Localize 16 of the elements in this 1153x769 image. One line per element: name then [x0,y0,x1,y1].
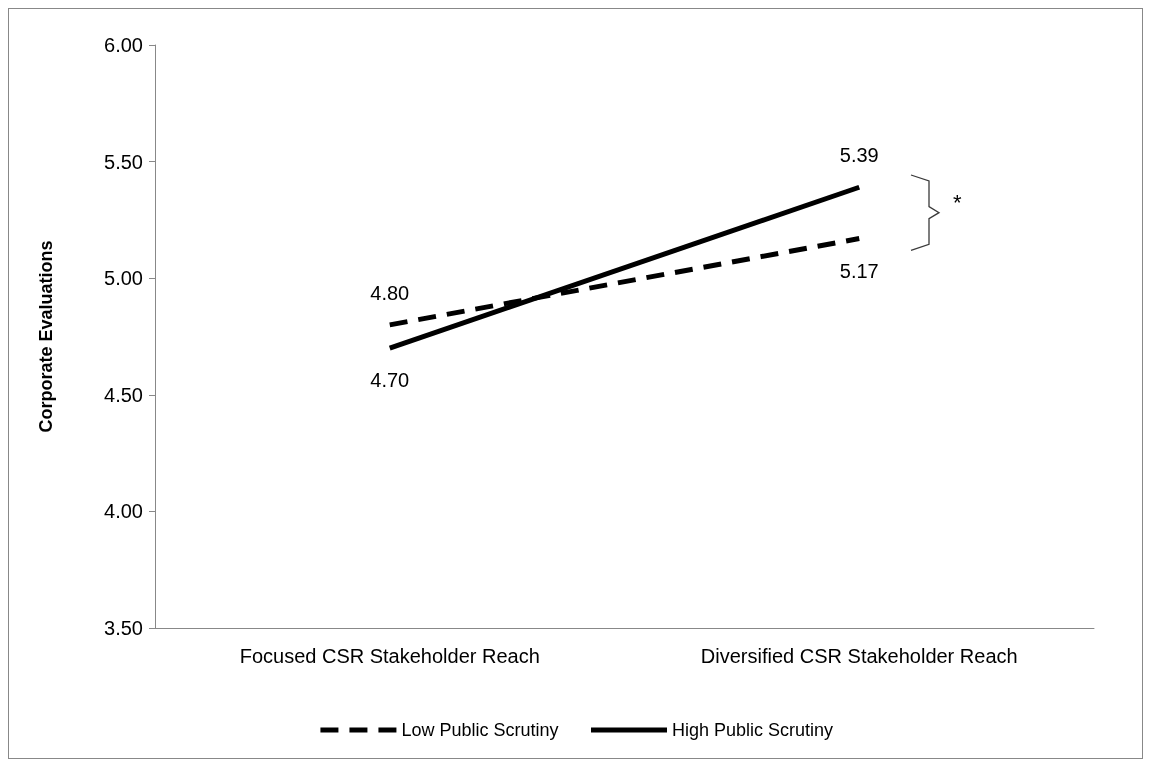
y-tick-label: 3.50 [104,617,143,639]
y-tick-label: 4.50 [104,383,143,406]
data-label: 4.70 [370,369,410,392]
y-tick-label: 5.00 [104,267,143,290]
data-label: 5.39 [839,144,879,167]
y-tick-label: 6.00 [104,34,143,56]
y-tick-label: 5.50 [104,150,143,173]
legend-label: Low Public Scrutiny [401,720,559,740]
data-label: 4.80 [370,281,410,304]
y-axis-title: Corporate Evaluations [36,240,56,433]
legend-label: High Public Scrutiny [672,720,834,740]
x-tick-label: Focused CSR Stakeholder Reach [239,645,540,667]
y-tick-label: 4.00 [104,500,143,523]
data-label: 5.17 [839,259,879,282]
annotation: * [952,190,962,216]
x-tick-label: Diversified CSR Stakeholder Reach [700,645,1018,667]
